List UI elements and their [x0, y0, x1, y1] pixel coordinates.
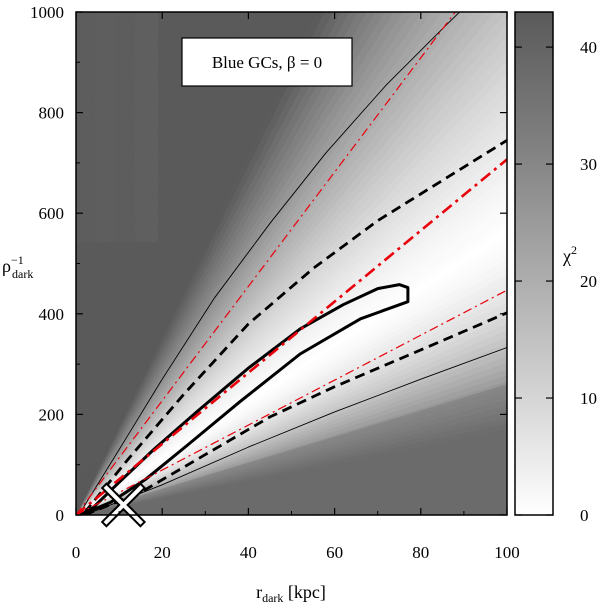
y-tick-label: 200: [39, 405, 65, 424]
best-fit-cross-marker: [100, 482, 147, 528]
colorbar-tick-label: 40: [580, 38, 597, 57]
y-tick-label: 400: [39, 305, 65, 324]
colorbar-gradient: [514, 11, 554, 516]
y-tick-label: 800: [39, 104, 65, 123]
x-axis-label: rdark [kpc]: [256, 582, 326, 605]
heatmap-stripe: [95, 12, 115, 242]
y-axis-label: ρ−1 dark: [2, 253, 33, 281]
colorbar-label-superscript: 2: [571, 243, 577, 257]
heatmap-stripe: [135, 12, 158, 242]
x-tick-label: 40: [240, 543, 257, 562]
x-tick-label: 100: [494, 543, 520, 562]
colorbar-ticks: 0 10 20 30 40: [515, 38, 597, 525]
colorbar-label: χ2: [562, 243, 577, 266]
x-tick-label: 0: [72, 543, 81, 562]
colorbar-tick-label: 0: [580, 506, 589, 525]
contour-lines: [76, 12, 507, 515]
colorbar: 0 10 20 30 40 χ2: [514, 11, 597, 525]
contour-red-dash-dot-thick: [76, 158, 507, 515]
colorbar-tick-label: 10: [580, 389, 597, 408]
y-tick-label: 600: [39, 204, 65, 223]
heatmap-stripe: [115, 12, 135, 242]
x-axis-label-subscript: dark: [262, 591, 283, 605]
y-axis-ticks: 0 200 400 600 800 1000: [30, 3, 507, 525]
colorbar-tick-label: 30: [580, 155, 597, 174]
colorbar-tick-label: 20: [580, 272, 597, 291]
contour-red-dash-dot-thin-lower: [76, 289, 507, 515]
y-axis-label-superscript: −1: [11, 253, 24, 267]
annotation-box: Blue GCs, β = 0: [181, 37, 353, 87]
annotation-text: Blue GCs, β = 0: [212, 53, 322, 72]
y-tick-label: 1000: [30, 3, 64, 22]
x-tick-label: 60: [326, 543, 343, 562]
y-tick-label: 0: [56, 506, 65, 525]
heatmap-dark-region: [76, 384, 507, 515]
x-tick-label: 80: [412, 543, 429, 562]
x-axis-ticks: 0 20 40 60 80 100: [72, 12, 520, 562]
heatmap-stripe: [76, 12, 95, 242]
x-tick-label: 20: [154, 543, 171, 562]
cross-marker-fill: [103, 485, 144, 525]
x-axis-label-unit: [kpc]: [283, 582, 325, 602]
contour-dashed-contour-lower: [84, 311, 507, 515]
contour-thin-contour-lower: [84, 347, 507, 515]
contour-dashed-contour-upper: [83, 139, 507, 514]
contour-thin-contour-upper: [79, 12, 460, 513]
y-axis-label-subscript: dark: [12, 267, 33, 281]
